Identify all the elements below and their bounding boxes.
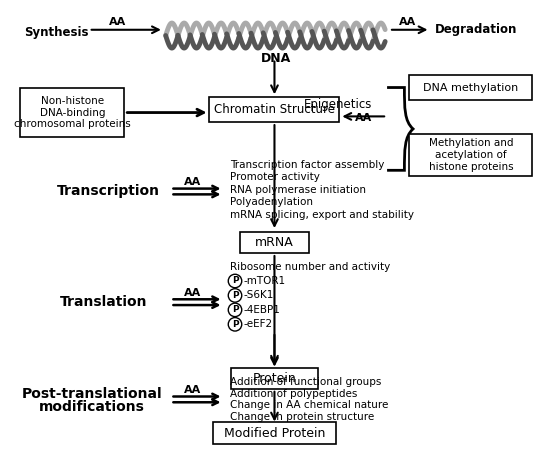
Text: Protein: Protein xyxy=(253,372,296,385)
Text: DNA methylation: DNA methylation xyxy=(423,83,518,93)
Text: -eEF2: -eEF2 xyxy=(243,319,273,329)
Text: mRNA: mRNA xyxy=(255,236,294,249)
Text: AA: AA xyxy=(399,17,416,27)
Text: AA: AA xyxy=(184,287,201,297)
Text: modifications: modifications xyxy=(39,400,145,414)
Text: Polyadenylation: Polyadenylation xyxy=(230,197,313,207)
Text: Degradation: Degradation xyxy=(435,23,518,36)
Text: DNA: DNA xyxy=(261,52,291,65)
Text: -4EBP1: -4EBP1 xyxy=(243,305,280,315)
Text: mRNA splicing, export and stability: mRNA splicing, export and stability xyxy=(230,210,414,219)
Bar xyxy=(409,75,533,100)
Text: Promoter activity: Promoter activity xyxy=(230,172,320,182)
Text: Methylation and
acetylation of
histone proteins: Methylation and acetylation of histone p… xyxy=(428,138,513,172)
Text: AA: AA xyxy=(184,385,201,395)
Text: Epigenetics: Epigenetics xyxy=(304,98,373,112)
Text: Synthesis: Synthesis xyxy=(24,26,89,39)
Text: Addition of functional groups: Addition of functional groups xyxy=(230,377,381,387)
Text: P: P xyxy=(232,320,238,329)
Text: Transcription: Transcription xyxy=(56,185,160,198)
Bar xyxy=(409,134,533,176)
Text: AA: AA xyxy=(355,113,373,123)
Text: P: P xyxy=(232,291,238,300)
Text: -S6K1: -S6K1 xyxy=(243,291,274,301)
Bar xyxy=(231,368,318,389)
Bar xyxy=(210,97,339,122)
Text: AA: AA xyxy=(184,177,201,187)
Bar xyxy=(240,232,309,253)
Text: Post-translational: Post-translational xyxy=(22,386,162,401)
Circle shape xyxy=(229,318,242,331)
Text: Change in protein structure: Change in protein structure xyxy=(230,412,374,422)
Text: Change in AA chemical nature: Change in AA chemical nature xyxy=(230,400,389,410)
Bar xyxy=(213,422,336,444)
Circle shape xyxy=(229,303,242,317)
Text: P: P xyxy=(232,276,238,285)
Circle shape xyxy=(229,289,242,302)
Text: Transcription factor assembly: Transcription factor assembly xyxy=(230,160,385,169)
Text: Translation: Translation xyxy=(60,295,147,309)
Text: Chromatin Structure: Chromatin Structure xyxy=(214,103,335,116)
Text: P: P xyxy=(232,305,238,314)
Circle shape xyxy=(229,274,242,288)
Bar xyxy=(20,89,124,137)
Text: Non-histone
DNA-binding
chromosomal proteins: Non-histone DNA-binding chromosomal prot… xyxy=(14,96,131,129)
Text: AA: AA xyxy=(109,17,126,27)
Text: Modified Protein: Modified Protein xyxy=(224,426,325,440)
Text: Ribosome number and activity: Ribosome number and activity xyxy=(230,262,390,272)
Text: -mTOR1: -mTOR1 xyxy=(243,276,286,286)
Text: Addition of polypeptides: Addition of polypeptides xyxy=(230,389,358,398)
Text: RNA polymerase initiation: RNA polymerase initiation xyxy=(230,185,366,195)
